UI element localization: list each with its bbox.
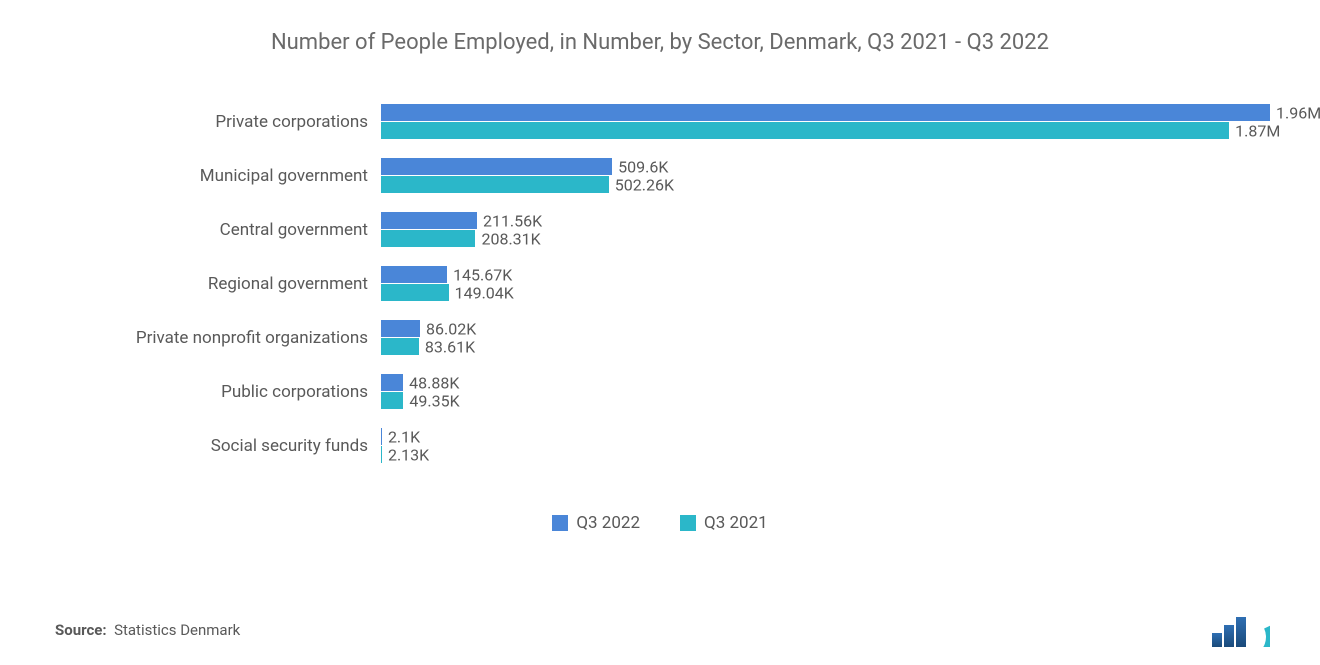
legend-item: Q3 2022 (552, 513, 640, 533)
chart-title: Number of People Employed, in Number, by… (50, 30, 1270, 55)
brand-logo (1212, 617, 1270, 647)
bar: 509.6K (381, 158, 612, 175)
source-attribution: Source: Statistics Denmark (55, 621, 240, 639)
bars-cell: 509.6K502.26K (380, 149, 1270, 203)
bar: 211.56K (381, 212, 477, 229)
legend-swatch (680, 515, 696, 531)
bar-value-label: 149.04K (449, 283, 514, 302)
bar: 83.61K (381, 338, 419, 355)
bar-value-label: 1.96M (1270, 103, 1320, 122)
logo-bar (1212, 633, 1222, 647)
bar: 2.1K (381, 428, 382, 445)
bar: 1.87M (381, 122, 1229, 139)
bar-value-label: 86.02K (420, 319, 476, 338)
bar: 48.88K (381, 374, 403, 391)
legend-swatch (552, 515, 568, 531)
chart-plot-area: Private corporations1.96M1.87MMunicipal … (50, 95, 1270, 495)
bars-cell: 145.67K149.04K (380, 257, 1270, 311)
chart-row: Municipal government509.6K502.26K (50, 149, 1270, 203)
category-label: Regional government (50, 274, 380, 294)
source-label: Source: (55, 621, 107, 639)
chart-row: Public corporations48.88K49.35K (50, 365, 1270, 419)
bar: 149.04K (381, 284, 449, 301)
bar: 208.31K (381, 230, 475, 247)
bar-value-label: 509.6K (612, 157, 668, 176)
chart-row: Regional government145.67K149.04K (50, 257, 1270, 311)
bar: 502.26K (381, 176, 609, 193)
chart-row: Central government211.56K208.31K (50, 203, 1270, 257)
chart-legend: Q3 2022 Q3 2021 (50, 513, 1270, 533)
bar-value-label: 211.56K (477, 211, 542, 230)
legend-item: Q3 2021 (680, 513, 768, 533)
bar-value-label: 2.13K (382, 445, 429, 464)
bar-value-label: 48.88K (403, 373, 459, 392)
category-label: Municipal government (50, 166, 380, 186)
logo-curve (1248, 617, 1270, 647)
bar-value-label: 2.1K (382, 427, 420, 446)
category-label: Public corporations (50, 382, 380, 402)
bar: 2.13K (381, 446, 382, 463)
bars-cell: 48.88K49.35K (380, 365, 1270, 419)
bars-cell: 2.1K2.13K (380, 419, 1270, 473)
bars-cell: 1.96M1.87M (380, 95, 1270, 149)
bar-value-label: 49.35K (403, 391, 459, 410)
bar-value-label: 502.26K (609, 175, 674, 194)
bar: 49.35K (381, 392, 403, 409)
bar-value-label: 208.31K (475, 229, 540, 248)
chart-container: Number of People Employed, in Number, by… (0, 0, 1320, 665)
source-text: Statistics Denmark (114, 621, 240, 639)
category-label: Private nonprofit organizations (50, 328, 380, 348)
chart-row: Social security funds2.1K2.13K (50, 419, 1270, 473)
bar: 145.67K (381, 266, 447, 283)
legend-label: Q3 2021 (704, 513, 768, 533)
chart-row: Private corporations1.96M1.87M (50, 95, 1270, 149)
legend-label: Q3 2022 (576, 513, 640, 533)
category-label: Central government (50, 220, 380, 240)
bars-cell: 86.02K83.61K (380, 311, 1270, 365)
category-label: Social security funds (50, 436, 380, 456)
logo-bar (1224, 625, 1234, 647)
bar-value-label: 145.67K (447, 265, 512, 284)
logo-bar (1236, 617, 1246, 647)
category-label: Private corporations (50, 112, 380, 132)
bar-value-label: 1.87M (1229, 121, 1280, 140)
bars-cell: 211.56K208.31K (380, 203, 1270, 257)
bar: 1.96M (381, 104, 1270, 121)
bar-value-label: 83.61K (419, 337, 475, 356)
chart-row: Private nonprofit organizations86.02K83.… (50, 311, 1270, 365)
bar: 86.02K (381, 320, 420, 337)
